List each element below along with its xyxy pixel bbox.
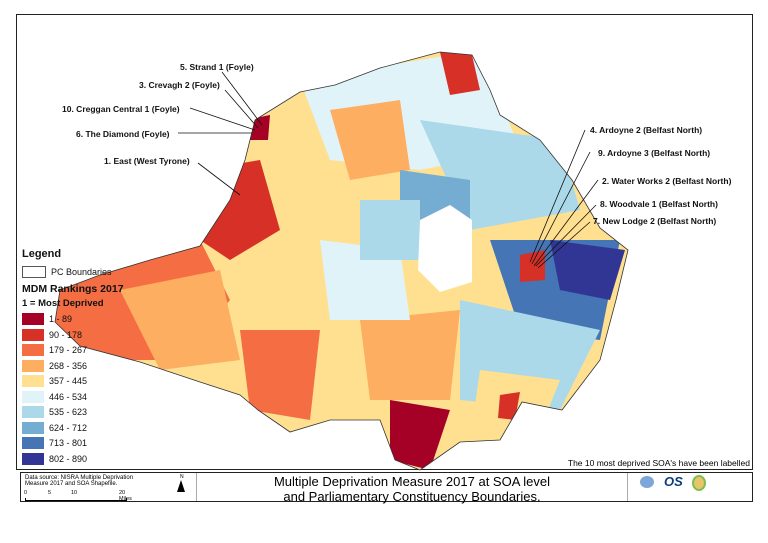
label-new-lodge-2: 7. New Lodge 2 (Belfast North)	[593, 216, 717, 226]
region-south-tyrone	[240, 330, 320, 420]
legend-swatch	[22, 406, 44, 419]
map-title: Multiple Deprivation Measure 2017 at SOA…	[197, 473, 628, 504]
legend-swatch	[22, 421, 44, 434]
region-ne	[440, 52, 480, 95]
label-crevagh-2: 3. Crevagh 2 (Foyle)	[139, 80, 220, 90]
label-woodvale-1: 8. Woodvale 1 (Belfast North)	[600, 199, 718, 209]
north-label: N	[180, 474, 184, 480]
legend-title: Legend	[22, 248, 62, 260]
legend-class-label: 624 - 712	[49, 422, 88, 433]
pc-boundaries-label: PC Boundaries	[51, 266, 112, 277]
legend-class: 179 - 267	[22, 343, 124, 359]
legend-class-label: 357 - 445	[49, 376, 88, 387]
labelled-note: The 10 most deprived SOA's have been lab…	[567, 458, 750, 468]
leader-lines	[178, 71, 599, 269]
label-strand-1: 5. Strand 1 (Foyle)	[180, 62, 254, 72]
legend-class-label: 268 - 356	[49, 360, 88, 371]
region-mid	[360, 200, 420, 260]
os-logo: OS	[664, 474, 683, 489]
scale-20: 20 Miles	[119, 490, 132, 502]
legend-class: 446 - 534	[22, 389, 124, 405]
pc-boundary-swatch	[22, 265, 46, 278]
legend-swatch	[22, 328, 44, 341]
lps-logo-icon	[692, 475, 706, 491]
legend: Legend PC Boundaries MDM Rankings 2017 1…	[22, 248, 124, 467]
label-creggan-central-1: 10. Creggan Central 1 (Foyle)	[62, 104, 180, 114]
region-armagh	[360, 310, 460, 400]
assembly-logo-icon	[640, 476, 654, 488]
label-water-works-2: 2. Water Works 2 (Belfast North)	[602, 176, 732, 186]
region-fermanagh	[120, 270, 240, 370]
legend-swatch	[22, 359, 44, 372]
legend-class: 802 - 890	[22, 451, 124, 467]
legend-class: 268 - 356	[22, 358, 124, 374]
rankings-subtitle: 1 = Most Deprived	[22, 297, 104, 309]
region-north-orange	[330, 100, 410, 180]
scale-5: 5	[48, 490, 52, 496]
region-south-armagh	[390, 400, 450, 470]
legend-class: 535 - 623	[22, 405, 124, 421]
legend-class-label: 535 - 623	[49, 407, 88, 418]
legend-class-label: 1 - 89	[49, 314, 73, 325]
legend-class-label: 802 - 890	[49, 453, 88, 464]
legend-class-label: 90 - 178	[49, 329, 83, 340]
map-frame	[16, 14, 753, 470]
rankings-title: MDM Rankings 2017	[22, 282, 124, 295]
footer: Data source: NISRA Multiple Deprivation …	[20, 472, 753, 504]
legend-class: 624 - 712	[22, 420, 124, 436]
legend-class: 357 - 445	[22, 374, 124, 390]
north-arrow-icon	[177, 480, 185, 492]
legend-swatch	[22, 437, 44, 450]
legend-swatch	[22, 313, 44, 326]
region-belfast	[520, 250, 545, 282]
legend-swatch	[22, 452, 44, 465]
scale-10: 10	[71, 490, 78, 496]
title-line-2: and Parliamentary Constituency Boundarie…	[283, 489, 541, 504]
legend-swatch	[22, 344, 44, 357]
legend-class: 713 - 801	[22, 436, 124, 452]
logos: OS	[628, 473, 752, 501]
legend-class-label: 179 - 267	[49, 345, 88, 356]
label-ardoyne-3: 9. Ardoyne 3 (Belfast North)	[598, 148, 711, 158]
region-newry	[498, 392, 520, 420]
label-the-diamond: 6. The Diamond (Foyle)	[76, 129, 170, 139]
region-north-down	[550, 240, 625, 300]
coastline	[54, 51, 629, 471]
source-panel: Data source: NISRA Multiple Deprivation …	[21, 473, 197, 502]
lough-neagh	[418, 205, 472, 292]
title-line-1: Multiple Deprivation Measure 2017 at SOA…	[273, 474, 551, 489]
scale-0: 0	[24, 490, 28, 496]
label-east-west-tyrone: 1. East (West Tyrone)	[104, 156, 190, 166]
legend-swatch	[22, 390, 44, 403]
label-ardoyne-2: 4. Ardoyne 2 (Belfast North)	[590, 125, 703, 135]
legend-class-label: 446 - 534	[49, 391, 88, 402]
legend-swatch	[22, 375, 44, 388]
data-source: Data source: NISRA Multiple Deprivation …	[25, 475, 134, 487]
legend-class-label: 713 - 801	[49, 438, 88, 449]
legend-class: 90 - 178	[22, 327, 124, 343]
legend-class: 1 - 89	[22, 312, 124, 328]
